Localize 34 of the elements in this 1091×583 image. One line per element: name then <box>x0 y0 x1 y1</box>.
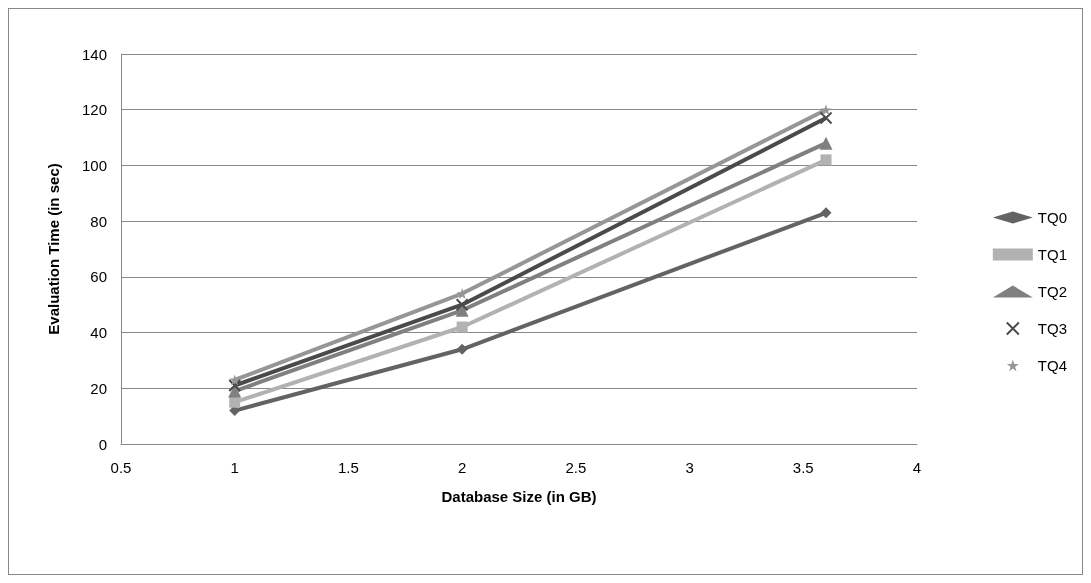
point <box>228 379 242 392</box>
y-tick-label: 60 <box>90 268 107 286</box>
y-tick-label: 120 <box>81 101 107 119</box>
point <box>819 111 833 125</box>
point <box>820 104 832 116</box>
legend-label: TQ1 <box>1037 246 1068 263</box>
point <box>455 298 469 312</box>
point <box>819 136 833 150</box>
legend-label: TQ0 <box>1037 209 1068 226</box>
y-tick-label: 140 <box>81 45 107 63</box>
y-tick-label: 100 <box>81 156 107 174</box>
x-tick-label: 2.5 <box>565 459 587 476</box>
x-tick-label: 3 <box>685 459 694 476</box>
point <box>229 396 241 408</box>
y-axis-title: Evaluation Time (in sec) <box>45 163 62 335</box>
point <box>820 207 832 219</box>
x-tick-label: 1 <box>230 459 239 476</box>
x-tick-label: 4 <box>912 459 922 476</box>
y-tick-label: 20 <box>90 379 107 397</box>
x-tick-label: 3.5 <box>792 459 814 476</box>
legend-label: TQ2 <box>1037 283 1068 300</box>
x-tick-label: 2 <box>457 459 467 476</box>
x-axis-title: Database Size (in GB) <box>441 488 597 505</box>
y-tick-label: 40 <box>90 324 107 342</box>
point <box>456 343 468 355</box>
x-tick-label: 0.5 <box>110 459 132 476</box>
y-tick-label: 0 <box>98 435 107 453</box>
y-tick-label: 80 <box>90 212 107 230</box>
point <box>820 154 832 166</box>
legend-label: TQ3 <box>1037 320 1068 337</box>
x-tick-label: 1.5 <box>338 459 359 476</box>
legend-label: TQ4 <box>1037 357 1068 374</box>
point <box>456 288 468 300</box>
point <box>456 321 468 333</box>
